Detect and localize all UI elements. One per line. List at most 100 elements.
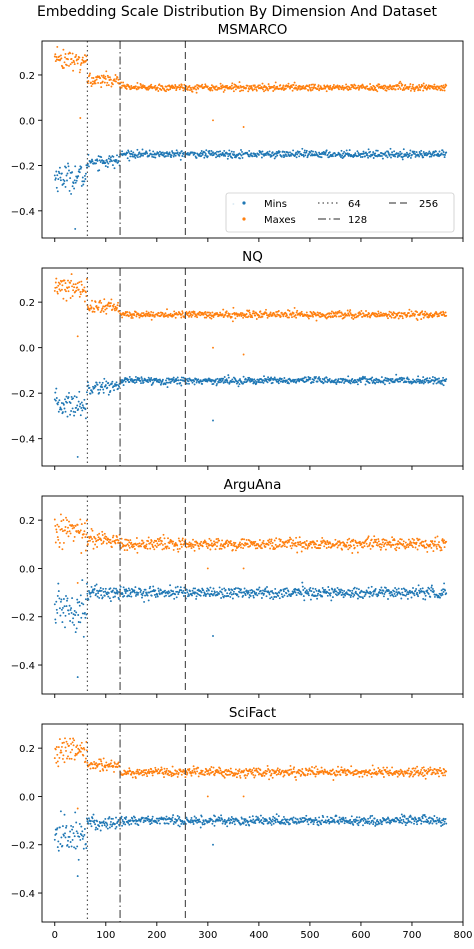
data-point [160,89,163,91]
data-point [295,536,298,539]
data-point [80,825,83,828]
data-point [273,157,276,160]
data-point [67,526,69,529]
data-point [189,89,191,92]
data-point [172,540,175,543]
data-point [368,382,371,384]
data-point [292,539,295,542]
data-point [131,155,134,158]
data-point [64,288,66,291]
data-point [398,311,401,314]
data-point [433,543,436,546]
data-point [252,594,255,597]
data-point [351,589,354,592]
data-point [370,585,373,588]
data-point [424,87,427,90]
data-point [69,297,72,299]
data-point [337,85,339,88]
data-point [431,542,434,545]
data-point [201,545,204,548]
data-point [405,589,408,592]
data-point [130,822,133,825]
data-point [330,545,333,548]
data-point [149,823,152,826]
data-point [94,79,97,82]
data-point [397,540,400,543]
data-point [84,616,87,619]
data-point [188,543,190,546]
data-point [128,595,131,598]
data-point [286,595,289,598]
data-point [425,151,428,154]
data-point [195,377,198,380]
y-tick-label: −0.2 [11,162,35,173]
data-point [164,822,166,825]
data-point [54,281,57,284]
data-point [284,311,287,314]
data-point [295,594,298,597]
data-point [250,86,253,89]
data-point [418,382,421,384]
data-point [190,88,193,91]
data-point [189,821,192,824]
data-point [101,159,104,162]
data-point [321,541,324,544]
data-point [440,594,443,597]
data-point [136,81,139,84]
data-point [55,170,58,173]
data-point [162,533,165,536]
data-point [201,587,204,590]
data-point [154,589,157,592]
data-point [152,156,155,159]
data-point [247,315,250,318]
data-point [336,542,338,545]
data-point [421,310,424,313]
data-point [98,381,101,384]
data-point [90,306,93,309]
data-point [212,151,214,154]
data-point [67,58,69,61]
data-point [78,530,81,533]
data-point [406,597,409,600]
data-point [254,86,257,89]
data-point [419,587,422,590]
data-point [223,546,226,549]
data-point [407,593,410,596]
data-point [59,179,62,182]
data-point [363,542,365,545]
data-point [281,150,284,153]
data-point [88,386,91,389]
data-point [319,547,322,550]
data-point [104,308,107,311]
data-point [94,584,97,587]
data-point [384,586,387,589]
data-point [357,88,360,91]
data-point [240,546,242,549]
data-point [227,595,230,597]
data-point [336,594,338,597]
data-point [417,595,420,598]
data-point [54,177,57,180]
data-point [113,167,116,170]
data-point [154,596,157,598]
data-point [111,536,114,539]
data-point [145,543,148,546]
data-point [180,316,183,319]
data-point [290,547,293,550]
data-point [152,311,155,314]
data-point [408,589,411,592]
data-point [176,548,179,551]
data-point [203,316,206,319]
data-point [175,149,178,152]
data-point [249,589,252,592]
data-point [352,318,355,320]
data-point [432,382,435,385]
data-point [104,304,107,307]
data-point [101,824,104,827]
data-point [441,313,444,316]
data-point [327,586,330,588]
data-point [104,77,107,80]
data-point [370,379,373,382]
data-point [139,587,141,590]
